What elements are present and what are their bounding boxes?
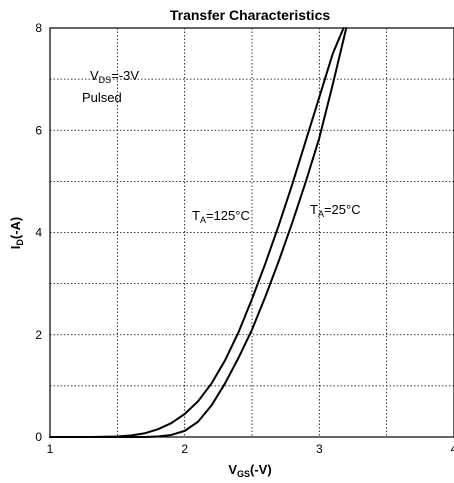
series-label-125c: TA=125°C	[192, 208, 250, 225]
y-axis-title: ID(-A)	[8, 217, 25, 250]
condition-vds-label: VDS=-3V	[90, 68, 139, 85]
series-line-25c	[49, 27, 348, 438]
x-tick-label: 4	[451, 442, 454, 456]
grid	[50, 28, 454, 437]
y-tick-label: 2	[35, 328, 42, 342]
x-tick-label: 1	[47, 442, 54, 456]
y-tick-label: 0	[35, 430, 42, 444]
x-axis-title: VGS(-V)	[228, 462, 271, 479]
series-label-25c: TA=25°C	[310, 202, 361, 219]
chart-title: Transfer Characteristics	[170, 7, 331, 23]
x-tick-label: 3	[316, 442, 323, 456]
y-tick-label: 6	[35, 123, 42, 137]
x-tick-label: 2	[181, 442, 188, 456]
plot-frame	[49, 27, 454, 438]
condition-pulsed-label: Pulsed	[82, 90, 122, 105]
tick-labels: 1 2 3 4 0 2 4 6 8	[35, 21, 454, 456]
y-tick-label: 8	[35, 21, 42, 35]
series-line-125c	[49, 27, 345, 438]
series-group	[49, 27, 348, 438]
y-tick-label: 4	[35, 226, 42, 240]
